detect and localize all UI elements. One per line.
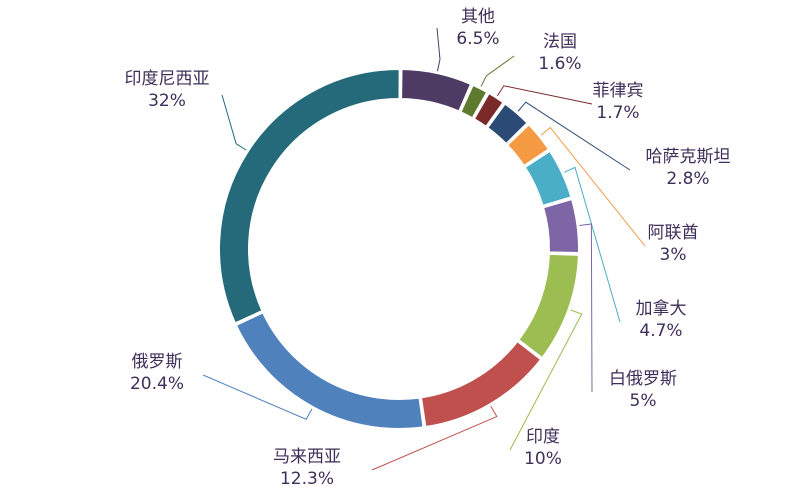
slice-label-1: 法国 [543, 32, 577, 52]
slice-label-5: 加拿大 [636, 298, 687, 319]
slice-value-6: 5% [630, 391, 657, 411]
slice-value-8: 12.3% [280, 469, 334, 489]
connector-10 [221, 94, 247, 151]
slice-label-9: 俄罗斯 [132, 352, 183, 372]
slice-label-2: 菲律宾 [593, 81, 644, 101]
connector-7 [509, 309, 583, 451]
slice-10 [218, 68, 401, 325]
connector-6 [579, 223, 593, 393]
slice-label-6: 白俄罗斯 [609, 369, 677, 389]
slice-label-3: 哈萨克斯坦 [646, 147, 731, 167]
slice-3 [485, 102, 529, 146]
slice-label-0: 其他 [461, 7, 495, 27]
connector-5 [563, 166, 621, 323]
slice-label-7: 印度 [526, 427, 560, 447]
slice-value-2: 1.7% [596, 103, 639, 123]
connector-8 [371, 405, 498, 471]
connector-3 [517, 101, 631, 171]
connector-2 [496, 85, 593, 105]
slice-value-5: 4.7% [639, 321, 682, 341]
slice-value-7: 10% [524, 449, 562, 469]
slice-9 [234, 311, 425, 430]
slice-value-4: 3% [660, 245, 687, 265]
slice-value-3: 2.8% [666, 169, 709, 189]
slice-value-1: 1.6% [538, 54, 581, 74]
slice-0 [400, 68, 473, 113]
slice-value-10: 32% [148, 91, 186, 111]
slice-value-0: 6.5% [456, 29, 499, 49]
slice-label-4: 阿联酋 [648, 223, 699, 243]
connector-4 [540, 126, 646, 247]
slice-5 [523, 149, 573, 208]
slice-2 [472, 91, 505, 129]
slice-label-8: 马来西亚 [273, 447, 341, 467]
slice-8 [419, 339, 543, 429]
slice-label-10: 印度尼西亚 [125, 69, 210, 89]
connector-9 [202, 374, 313, 421]
slice-1 [459, 83, 489, 120]
slice-6 [541, 197, 580, 255]
slice-value-9: 20.4% [130, 374, 184, 394]
connector-1 [480, 55, 515, 87]
connector-0 [436, 27, 441, 72]
slice-7 [516, 252, 580, 360]
slice-4 [505, 122, 551, 168]
